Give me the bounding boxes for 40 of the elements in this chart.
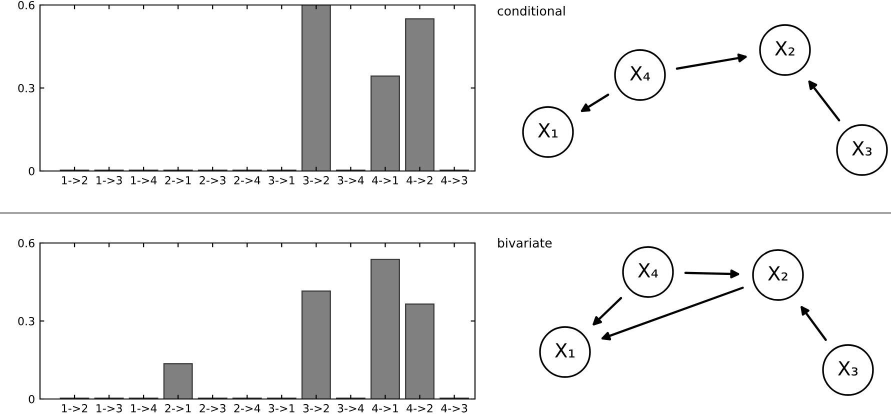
- x-tick-label: 2->1: [165, 404, 191, 412]
- x-tick-label: 3->2: [303, 176, 329, 184]
- text: X₄: [638, 263, 658, 278]
- y-tick-label: 0: [28, 166, 34, 176]
- x-tick-label: 1->2: [62, 404, 88, 412]
- text: X₁: [555, 343, 574, 358]
- text: X₁: [538, 123, 558, 138]
- y-tick-label: 0.6: [18, 238, 34, 248]
- text: X₃: [852, 141, 872, 156]
- x-tick-label: 4->3: [441, 176, 468, 184]
- x-tick-label: 1->4: [131, 404, 157, 412]
- y-tick-label: 0: [28, 394, 34, 404]
- x-tick-label: 3->2: [303, 404, 329, 412]
- x-tick-label: 3->4: [338, 176, 364, 184]
- text: X₃: [838, 361, 858, 376]
- text: conditional: [498, 6, 565, 16]
- x-tick-label: 2->3: [200, 176, 226, 184]
- x-tick-label: 3->1: [268, 176, 294, 184]
- x-tick-label: 4->2: [406, 176, 432, 184]
- y-tick-label: 0.3: [18, 84, 34, 92]
- x-tick-label: 2->3: [200, 404, 226, 412]
- x-tick-label: 2->4: [234, 404, 260, 412]
- x-tick-label: 4->3: [441, 404, 468, 412]
- text: bivariate: [498, 238, 552, 248]
- x-tick-label: 1->3: [96, 404, 122, 412]
- text: X₄: [630, 66, 650, 80]
- x-tick-label: 1->3: [96, 176, 122, 184]
- x-tick-label: 3->4: [338, 404, 364, 412]
- x-tick-label: 4->1: [372, 176, 398, 184]
- x-tick-label: 3->1: [268, 404, 294, 412]
- x-tick-label: 1->4: [131, 176, 157, 184]
- x-tick-label: 2->1: [165, 176, 191, 184]
- x-tick-label: 4->1: [372, 404, 398, 412]
- y-tick-label: 0.3: [18, 316, 34, 326]
- x-tick-label: 2->4: [234, 176, 260, 184]
- text: X₂: [775, 41, 794, 56]
- text: X₂: [768, 266, 788, 280]
- y-tick-label: 0.6: [18, 0, 34, 10]
- x-tick-label: 1->2: [62, 176, 88, 184]
- x-tick-label: 4->2: [406, 404, 432, 412]
